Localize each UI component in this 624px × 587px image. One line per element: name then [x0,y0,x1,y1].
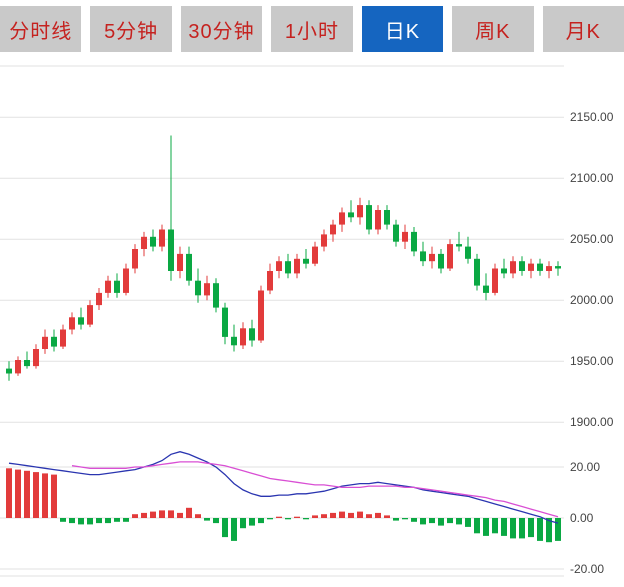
y-tick-label: 1900.00 [570,415,614,429]
y-tick-label: 20.00 [570,460,600,474]
y-tick-label: 2100.00 [570,171,614,185]
kline-svg: 2150.00 2100.00 2050.00 2000.00 1950.00 1900.… [0,65,614,577]
tab-daily-k[interactable]: 日K [361,6,444,52]
interval-tabs: 分时线 5分钟 30分钟 1小时 日K 周K 月K [0,0,624,58]
tab-monthly-k[interactable]: 月K [542,6,624,52]
kline-chart[interactable]: 2150.00 2100.00 2050.00 2000.00 1950.00 1900.… [0,58,624,582]
dea-line [71,461,559,518]
macd-histogram [6,468,561,543]
y-tick-label: 1950.00 [570,354,614,368]
y-tick-label: 2000.00 [570,293,614,307]
tab-weekly-k[interactable]: 周K [452,6,534,52]
tab-5min[interactable]: 5分钟 [90,6,172,52]
tab-1hour[interactable]: 1小时 [271,6,353,52]
tab-timeline[interactable]: 分时线 [0,6,82,52]
y-tick-label: 0.00 [570,511,594,525]
y-tick-label: 2150.00 [570,110,614,124]
candles [6,135,561,381]
y-tick-label: 2050.00 [570,232,614,246]
y-tick-label: -20.00 [570,562,604,576]
tab-30min[interactable]: 30分钟 [180,6,263,52]
dif-line [8,451,559,524]
y-axis-labels: 2150.00 2100.00 2050.00 2000.00 1950.00 1900.… [570,110,614,576]
